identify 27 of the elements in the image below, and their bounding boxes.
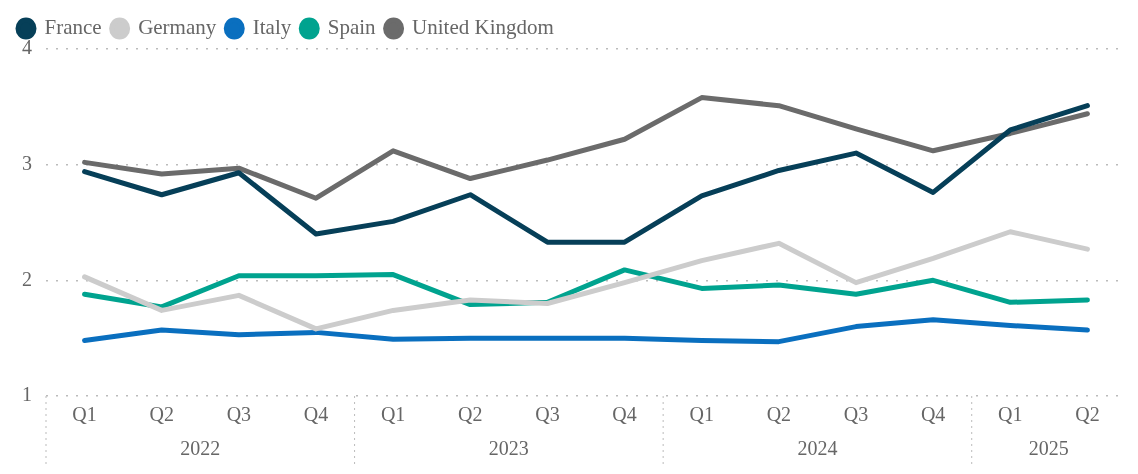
x-tick-label: Q2 [1075,403,1100,426]
x-tick-label: Q2 [458,403,483,426]
text: 2025 [1028,437,1069,460]
x-tick-label: Q4 [920,403,946,426]
legend-label: Germany [138,15,217,40]
y-tick-label: 2 [22,267,32,290]
legend-label: France [44,15,102,40]
y-tick-label: 1 [22,383,32,406]
text: 2023 [488,437,529,460]
x-tick-label: Q2 [149,403,174,426]
x-tick-label: Q1 [689,403,714,426]
x-tick-label: Q3 [843,403,869,426]
y-tick-label: 4 [22,36,32,59]
text: 2022 [180,437,221,460]
x-tick-label: Q2 [766,403,792,426]
legend-label: United Kingdom [412,15,554,40]
y-tick-label: 3 [22,151,32,174]
legend-label: Spain [327,15,377,40]
text: 2024 [797,437,838,460]
legend-label: Italy [252,15,292,40]
x-tick-label: Q4 [612,403,637,426]
x-tick-label: Q1 [380,403,406,426]
x-tick-label: Q4 [303,403,329,426]
x-tick-label: Q1 [998,403,1023,426]
x-tick-label: Q1 [72,403,97,426]
x-tick-label: Q3 [535,403,560,426]
x-tick-label: Q3 [226,403,252,426]
